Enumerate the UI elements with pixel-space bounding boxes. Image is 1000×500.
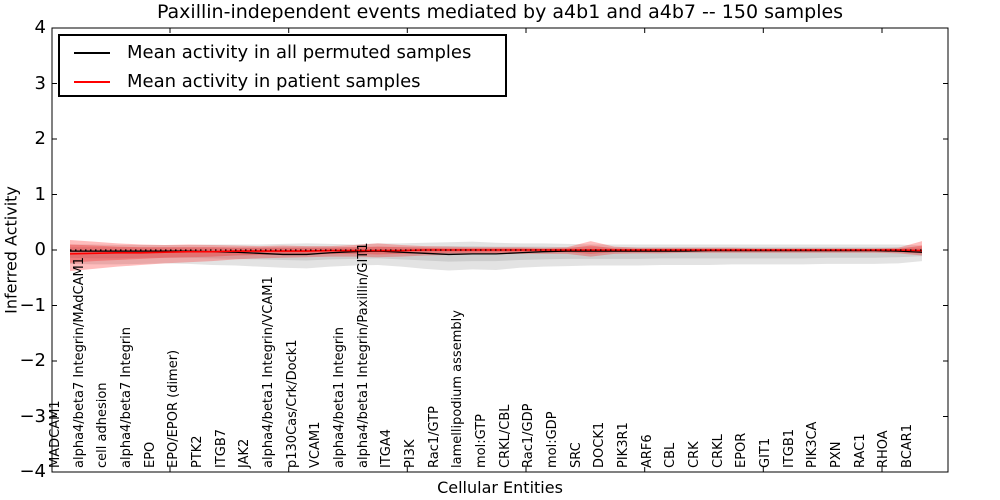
y-tick-label: 0 [34,239,46,260]
legend-item-permuted: Mean activity in all permuted samples [60,38,505,67]
x-category-label: CRKL [710,434,726,468]
x-category-label: ARF6 [639,434,655,468]
x-category-label: Rac1/GTP [426,406,442,468]
x-category-label: CRK [687,441,702,468]
x-category-label: JAK2 [237,438,253,468]
x-category-label: alpha4/beta1 Integrin [332,326,347,468]
y-tick-label: 3 [34,72,46,94]
x-category-label: EPO [142,441,158,468]
y-tick-label: 1 [34,183,46,205]
x-category-label: RHOA [876,430,892,468]
x-category-label: alpha4/beta1 Integrin/VCAM1 [261,276,276,468]
x-category-label: VCAM1 [308,421,324,468]
x-category-label: DOCK1 [592,421,608,468]
x-category-label: PTK2 [190,435,205,468]
x-category-label: lamellipodium assembly [450,310,466,468]
x-category-label: PIK3R1 [616,422,631,468]
x-category-label: alpha4/beta7 Integrin/MAdCAM1 [71,257,87,468]
x-category-label: PIK3CA [805,421,821,468]
x-category-label: mol:GTP [474,414,489,468]
x-category-label: cell adhesion [95,382,111,468]
y-tick-label: 4 [34,17,46,38]
x-category-label: SRC [568,442,584,468]
x-category-label: EPO/EPOR (dimer) [166,349,182,468]
patient-band-inner [70,244,922,263]
legend-label-permuted: Mean activity in all permuted samples [127,42,472,63]
permuted-band-outer [70,241,922,271]
y-tick-label: −4 [19,461,46,482]
x-category-label: PI3K [403,439,418,468]
patient-band-outer [70,240,922,272]
legend: Mean activity in all permuted samples Me… [58,34,507,97]
x-category-label: Rac1/GDP [521,403,537,468]
x-category-label: RAC1 [852,433,868,468]
legend-item-patient: Mean activity in patient samples [60,67,505,96]
x-category-label: mol:GDP [545,411,560,468]
x-category-label: p130Cas/Crk/Dock1 [284,339,300,468]
x-category-label: CRKL/CBL [497,404,513,469]
legend-label-patient: Mean activity in patient samples [127,71,421,92]
x-category-label: ITGB7 [213,428,229,468]
x-category-label: GIT1 [758,437,773,468]
patient-line-swatch [74,80,110,83]
y-tick-label: −3 [19,405,46,427]
x-category-label: BCAR1 [900,424,915,468]
y-tick-label: −1 [19,294,46,316]
x-category-label: ITGA4 [379,428,395,468]
x-category-label: alpha4/beta7 Integrin [119,326,134,468]
x-category-label: MADCAM1 [48,400,63,468]
y-tick-label: −2 [19,350,46,371]
x-category-label: PXN [829,441,844,468]
x-axis-label: Cellular Entities [437,478,563,497]
chart-title: Paxillin-independent events mediated by … [156,1,844,23]
x-category-label: EPOR [734,432,750,468]
x-category-label: CBL [663,442,679,468]
x-category-label: ITGB1 [781,428,797,468]
x-category-label: alpha4/beta1 Integrin/Paxillin/GIT1 [355,242,371,468]
permuted-line-swatch [74,51,110,54]
y-tick-label: 2 [34,128,46,149]
